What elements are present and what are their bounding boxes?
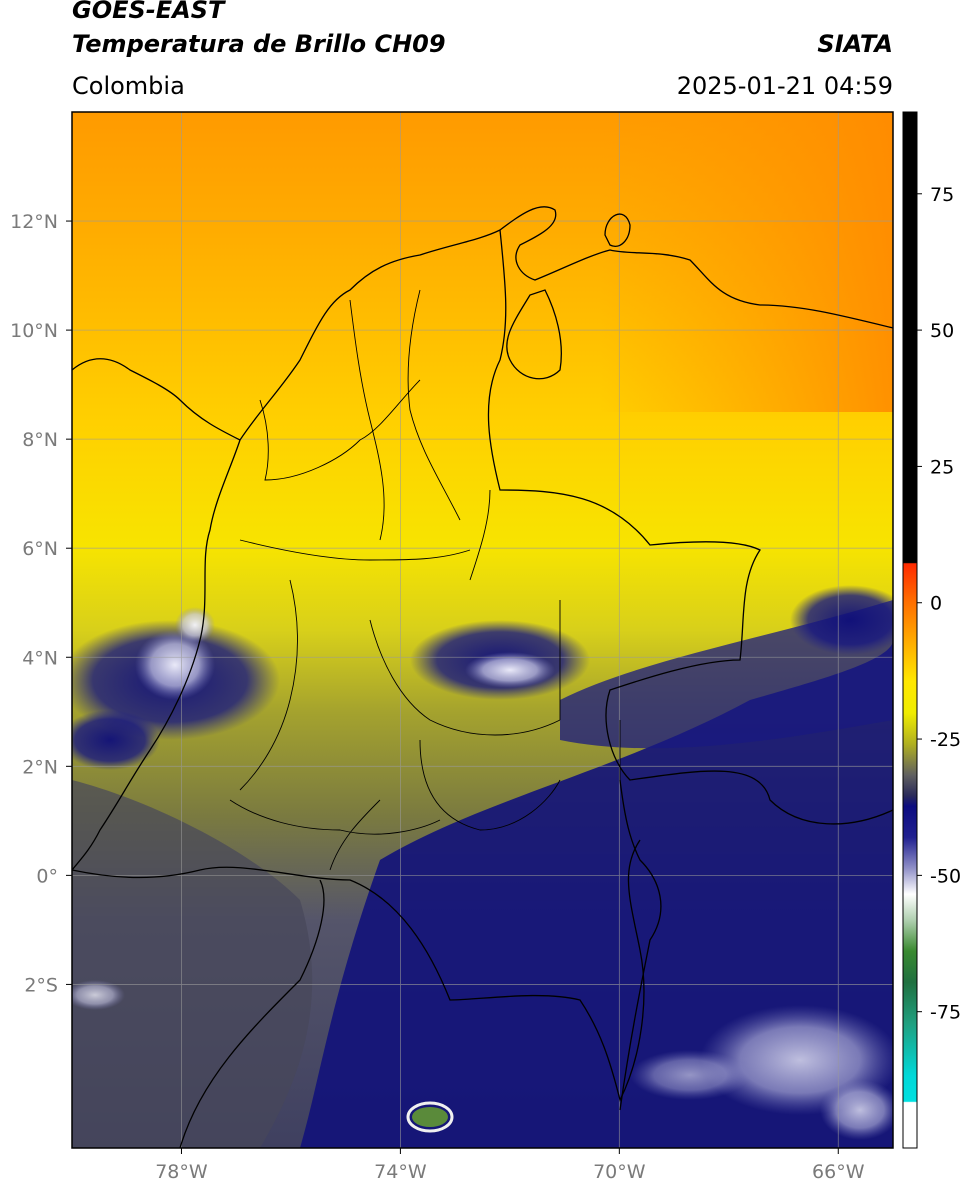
title-satellite: GOES-EAST xyxy=(72,0,225,24)
colorbar-tick-label: 25 xyxy=(930,456,954,478)
longitude-axis: 78°W 74°W 70°W 66°W xyxy=(155,1148,865,1183)
lon-tick-label: 70°W xyxy=(593,1161,646,1183)
brand-label: SIATA xyxy=(817,30,893,58)
lat-tick-label: 4°N xyxy=(22,647,58,669)
colorbar-tick-label: 0 xyxy=(930,593,942,615)
colorbar-tick-label: -50 xyxy=(930,865,961,887)
graticule xyxy=(72,112,893,1148)
colorbar-tick-label: -25 xyxy=(930,729,961,751)
department-borders xyxy=(229,289,621,871)
lat-tick-label: 10°N xyxy=(10,320,58,342)
lat-tick-label: 6°N xyxy=(22,538,58,560)
latitude-axis: 12°N 10°N 8°N 6°N 4°N 2°N 0° 2°S xyxy=(10,211,72,996)
region-label: Colombia xyxy=(72,72,185,100)
lat-tick-label: 2°S xyxy=(24,974,58,996)
lat-tick-label: 12°N xyxy=(10,211,58,233)
title-product: Temperatura de Brillo CH09 xyxy=(72,30,446,58)
colorbar-tick-label: -75 xyxy=(930,1002,961,1024)
map-frame xyxy=(71,111,894,1149)
lon-tick-label: 78°W xyxy=(155,1161,208,1183)
colorbar-tick-label: 50 xyxy=(930,320,954,342)
lon-tick-label: 66°W xyxy=(812,1161,865,1183)
lat-tick-label: 0° xyxy=(36,865,58,887)
brightness-temperature-field xyxy=(72,112,893,1148)
lon-tick-label: 74°W xyxy=(374,1161,427,1183)
datetime-label: 2025-01-21 04:59 xyxy=(676,72,893,100)
lat-tick-label: 2°N xyxy=(22,756,58,778)
lat-tick-label: 8°N xyxy=(22,429,58,451)
colorbar xyxy=(903,112,917,1148)
colorbar-axis: 75 50 25 0 -25 -50 -75 xyxy=(917,184,961,1024)
colorbar-tick-label: 75 xyxy=(930,184,954,206)
colorbar-frame xyxy=(902,111,918,1149)
country-borders xyxy=(72,206,893,1148)
